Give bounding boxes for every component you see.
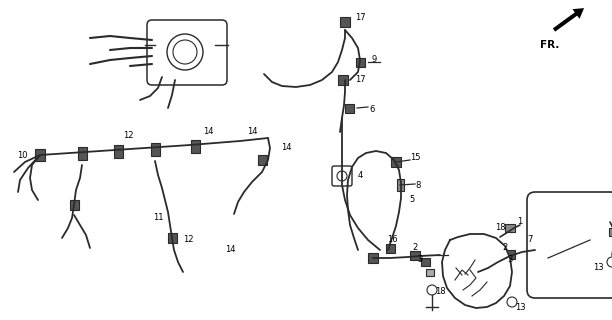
Text: 17: 17 bbox=[355, 76, 365, 84]
Bar bbox=[258, 155, 266, 165]
Text: 1: 1 bbox=[517, 218, 523, 227]
Text: 6: 6 bbox=[369, 106, 375, 115]
Bar bbox=[420, 258, 430, 266]
Bar bbox=[70, 200, 78, 210]
Bar bbox=[397, 179, 403, 191]
Text: 12: 12 bbox=[183, 236, 193, 244]
Text: FR.: FR. bbox=[540, 40, 559, 50]
Circle shape bbox=[167, 34, 203, 70]
Bar bbox=[368, 253, 378, 263]
Text: 16: 16 bbox=[387, 236, 397, 244]
Text: 17: 17 bbox=[355, 13, 365, 22]
Circle shape bbox=[427, 285, 437, 295]
Bar bbox=[608, 228, 612, 236]
Text: 12: 12 bbox=[123, 131, 133, 140]
Text: 8: 8 bbox=[416, 181, 420, 190]
Circle shape bbox=[173, 40, 197, 64]
Bar bbox=[426, 268, 434, 276]
Bar bbox=[356, 58, 365, 67]
Text: 2: 2 bbox=[412, 244, 417, 252]
Bar bbox=[345, 103, 354, 113]
Bar bbox=[505, 224, 515, 232]
Polygon shape bbox=[442, 234, 512, 308]
Bar bbox=[35, 149, 45, 161]
Text: 4: 4 bbox=[357, 172, 363, 180]
Bar bbox=[391, 157, 401, 167]
Text: 3: 3 bbox=[507, 255, 513, 265]
Text: 14: 14 bbox=[225, 245, 235, 254]
Bar bbox=[338, 75, 348, 85]
Text: 13: 13 bbox=[515, 303, 525, 313]
Bar bbox=[190, 140, 200, 153]
Bar bbox=[151, 142, 160, 156]
Text: 18: 18 bbox=[494, 223, 506, 233]
FancyBboxPatch shape bbox=[332, 166, 352, 186]
Text: 18: 18 bbox=[435, 287, 446, 297]
Circle shape bbox=[607, 257, 612, 267]
Bar bbox=[340, 17, 350, 27]
FancyArrow shape bbox=[553, 8, 584, 32]
Bar bbox=[386, 244, 395, 252]
Text: 5: 5 bbox=[409, 196, 414, 204]
Bar bbox=[78, 147, 86, 159]
Bar bbox=[168, 233, 176, 243]
Circle shape bbox=[507, 297, 517, 307]
Text: 3: 3 bbox=[417, 255, 423, 265]
FancyBboxPatch shape bbox=[527, 192, 612, 298]
FancyBboxPatch shape bbox=[147, 20, 227, 85]
Text: 14: 14 bbox=[281, 143, 291, 153]
Text: 11: 11 bbox=[153, 213, 163, 222]
Text: 13: 13 bbox=[592, 263, 603, 273]
Text: 9: 9 bbox=[371, 55, 376, 65]
Bar bbox=[113, 145, 122, 157]
Text: 10: 10 bbox=[17, 150, 28, 159]
Bar bbox=[493, 255, 502, 265]
Bar bbox=[506, 250, 515, 259]
Circle shape bbox=[337, 171, 347, 181]
Text: 14: 14 bbox=[203, 127, 213, 137]
Text: 7: 7 bbox=[528, 236, 532, 244]
Text: 2: 2 bbox=[502, 244, 507, 252]
Bar bbox=[410, 251, 420, 260]
Text: 14: 14 bbox=[247, 127, 257, 137]
Text: 15: 15 bbox=[410, 154, 420, 163]
